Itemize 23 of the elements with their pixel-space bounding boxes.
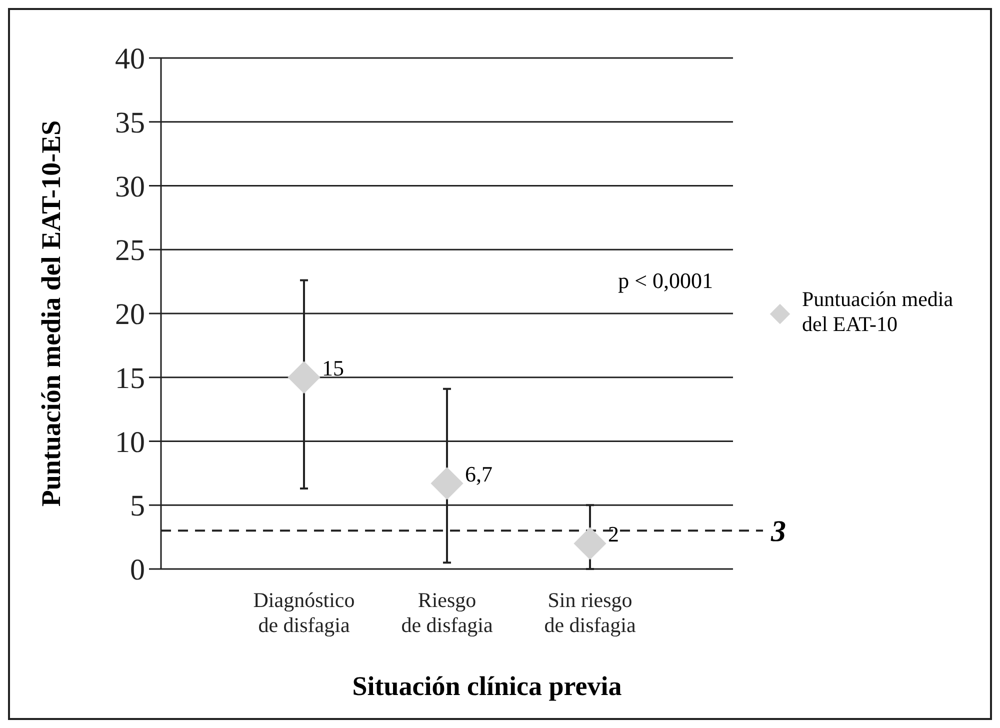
point bbox=[430, 467, 464, 500]
y-axis-title: Puntuación media del EAT-10-ES bbox=[36, 120, 66, 507]
y-tick-label: 5 bbox=[130, 490, 145, 523]
y-tick-label: 40 bbox=[115, 42, 145, 76]
data-label: 15 bbox=[322, 355, 344, 380]
y-tick-label: 15 bbox=[115, 362, 145, 395]
x-axis-title: Situación clínica previa bbox=[352, 671, 622, 701]
y-tick-label: 30 bbox=[115, 170, 145, 204]
point bbox=[288, 361, 320, 394]
data-label: 6,7 bbox=[465, 461, 492, 486]
y-tick-label: 0 bbox=[130, 554, 145, 586]
point bbox=[574, 527, 606, 560]
x-tick-label: Riesgo de disfagia bbox=[401, 588, 494, 637]
y-tick-label: 25 bbox=[115, 234, 145, 268]
ref-line-label: 3 bbox=[770, 515, 786, 548]
y-tick-label: 10 bbox=[115, 426, 145, 459]
y-tick-label: 35 bbox=[115, 106, 145, 140]
annotation: p < 0,0001 bbox=[618, 268, 713, 293]
y-tick-label: 20 bbox=[115, 298, 145, 331]
x-tick-label: Sin riesgo de disfagia bbox=[544, 588, 636, 637]
data-label: 2 bbox=[608, 521, 619, 546]
legend-label: Puntuación media del EAT-10 bbox=[802, 287, 954, 336]
x-tick-label: Diagnóstico de disfagia bbox=[253, 588, 355, 637]
